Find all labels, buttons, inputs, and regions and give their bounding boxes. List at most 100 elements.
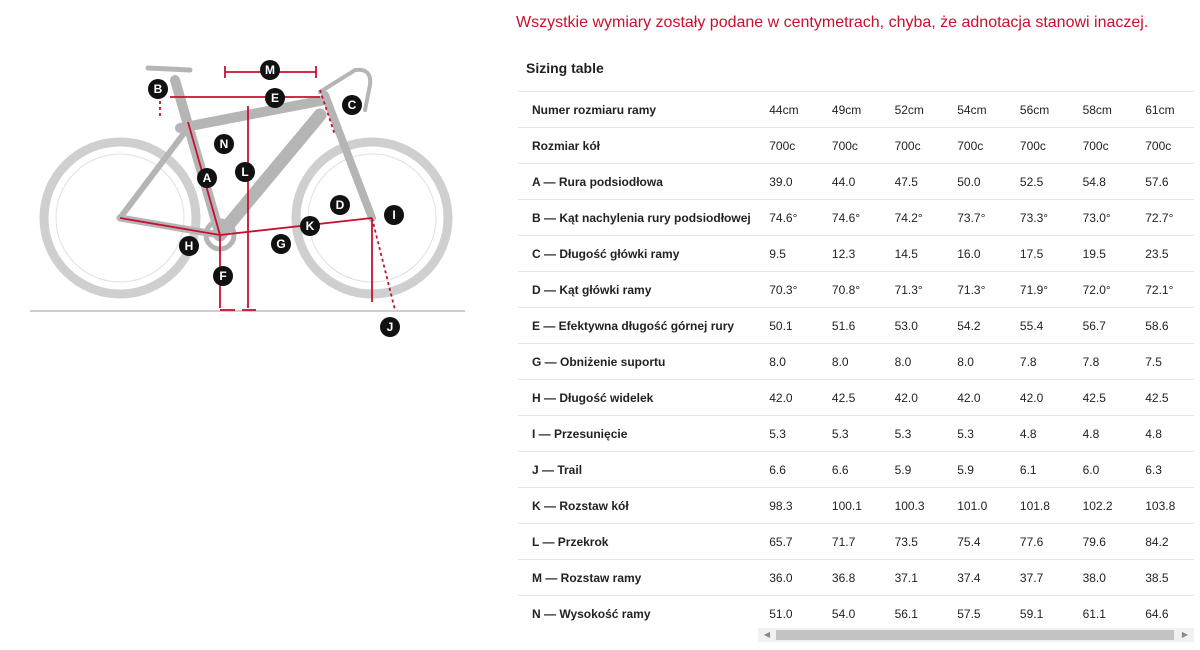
table-cell: 50.1 [769, 307, 832, 344]
table-cell: 5.9 [894, 451, 958, 488]
sizing-table-title: Sizing table [526, 60, 604, 76]
row-label: A — Rura podsiodłowa [518, 163, 770, 200]
table-row: Rozmiar kół 700c 700c 700c 700c 700c 700c 700c [518, 127, 1194, 164]
chevron-right-icon[interactable]: ▶ [1181, 630, 1189, 639]
table-cell: 6.1 [1019, 451, 1083, 488]
table-cell: 42.0 [1019, 379, 1083, 416]
svg-text:I: I [392, 208, 395, 222]
table-cell: 73.3° [1019, 199, 1083, 236]
table-cell: 38.5 [1145, 559, 1194, 596]
row-label: J — Trail [518, 451, 770, 488]
table-cell: 5.3 [957, 415, 1020, 452]
table-cell: 17.5 [1019, 235, 1083, 272]
table-cell: 700c [831, 127, 895, 164]
table-cell: 75.4 [957, 523, 1020, 560]
table-row: D — Kąt główki ramy 70.3° 70.8° 71.3° 71.3° 7… [518, 271, 1194, 308]
table-cell: 37.1 [894, 559, 958, 596]
sizing-table-container[interactable]: Numer rozmiaru ramy 44cm 49cm 52cm 54cm 56cm 5… [518, 91, 1194, 627]
table-cell: 73.0° [1082, 199, 1146, 236]
row-label: G — Obniżenie suportu [518, 343, 770, 380]
svg-text:B: B [154, 82, 163, 96]
table-row: E — Efektywna długość górnej rury 50.1 51.… [518, 307, 1194, 344]
label-marker-j: J [380, 317, 400, 337]
svg-text:G: G [276, 237, 285, 251]
table-row: G — Obniżenie suportu 8.0 8.0 8.0 8.0 7.8 7.8 7… [518, 343, 1194, 380]
table-cell: 72.1° [1145, 271, 1194, 308]
svg-text:F: F [219, 269, 226, 283]
bike-diagram-svg: M B E C N L A D I K H G F J [30, 60, 465, 337]
table-cell: 9.5 [769, 235, 832, 272]
svg-text:E: E [271, 91, 279, 105]
svg-text:K: K [306, 219, 315, 233]
table-cell: 50.0 [957, 163, 1020, 200]
chevron-left-icon[interactable]: ◀ [763, 630, 771, 639]
table-cell: 51.6 [831, 307, 895, 344]
table-cell: 42.5 [831, 379, 895, 416]
label-marker-m: M [260, 60, 280, 80]
table-cell: 59.1 [1019, 595, 1083, 627]
table-row: M — Rozstaw ramy 36.0 36.8 37.1 37.4 37.7 38.0… [518, 559, 1194, 596]
svg-text:M: M [265, 63, 275, 77]
table-cell: 14.5 [894, 235, 958, 272]
row-label: H — Długość widelek [518, 379, 770, 416]
table-cell: 51.0 [769, 595, 832, 627]
table-cell: 8.0 [957, 343, 1020, 380]
table-cell: 5.3 [894, 415, 958, 452]
horizontal-scrollbar[interactable]: ◀ ▶ [758, 628, 1194, 642]
svg-text:C: C [348, 98, 357, 112]
table-cell: 71.3° [957, 271, 1020, 308]
table-cell: 61cm [1145, 91, 1194, 128]
table-cell: 74.2° [894, 199, 958, 236]
table-row: B — Kąt nachylenia rury podsiodłowej 74.6… [518, 199, 1194, 236]
table-cell: 77.6 [1019, 523, 1083, 560]
table-cell: 58.6 [1145, 307, 1194, 344]
table-cell: 700c [894, 127, 958, 164]
table-cell: 8.0 [894, 343, 958, 380]
row-label: E — Efektywna długość górnej rury [518, 307, 770, 344]
table-row: I — Przesunięcie 5.3 5.3 5.3 5.3 4.8 4.8 4.8 [518, 415, 1194, 452]
table-cell: 49cm [831, 91, 895, 128]
table-cell: 6.0 [1082, 451, 1146, 488]
table-cell: 6.6 [769, 451, 832, 488]
table-cell: 8.0 [831, 343, 895, 380]
table-cell: 7.5 [1145, 343, 1194, 380]
table-cell: 19.5 [1082, 235, 1146, 272]
table-row: H — Długość widelek 42.0 42.5 42.0 42.0 42.0 4… [518, 379, 1194, 416]
table-cell: 71.9° [1019, 271, 1083, 308]
table-row: K — Rozstaw kół 98.3 100.1 100.3 101.0 101.8 1… [518, 487, 1194, 524]
table-cell: 52cm [894, 91, 958, 128]
table-cell: 56.1 [894, 595, 958, 627]
table-cell: 57.5 [957, 595, 1020, 627]
table-cell: 101.0 [957, 487, 1020, 524]
table-cell: 42.5 [1082, 379, 1146, 416]
rear-wheel-icon [39, 137, 201, 299]
table-cell: 23.5 [1145, 235, 1194, 272]
label-marker-e: E [265, 88, 285, 108]
label-marker-g: G [271, 234, 291, 254]
table-cell: 71.3° [894, 271, 958, 308]
table-cell: 700c [1082, 127, 1146, 164]
table-cell: 54.8 [1082, 163, 1146, 200]
table-cell: 55.4 [1019, 307, 1083, 344]
bike-geometry-diagram: M B E C N L A D I K H G F J [20, 40, 480, 350]
table-cell: 700c [1145, 127, 1194, 164]
table-cell: 5.9 [957, 451, 1020, 488]
table-cell: 700c [957, 127, 1020, 164]
table-cell: 70.3° [769, 271, 832, 308]
table-cell: 72.0° [1082, 271, 1146, 308]
label-marker-c: C [342, 95, 362, 115]
sizing-table: Numer rozmiaru ramy 44cm 49cm 52cm 54cm 56cm 5… [518, 91, 1194, 627]
table-cell: 70.8° [831, 271, 895, 308]
label-marker-k: K [300, 216, 320, 236]
table-cell: 5.3 [831, 415, 895, 452]
measurement-notice: Wszystkie wymiary zostały podane w centy… [516, 14, 1149, 31]
svg-text:J: J [387, 320, 394, 334]
table-cell: 700c [769, 127, 832, 164]
table-cell: 54.2 [957, 307, 1020, 344]
row-label: D — Kąt główki ramy [518, 271, 770, 308]
table-cell: 39.0 [769, 163, 832, 200]
scrollbar-thumb[interactable] [776, 630, 1174, 640]
table-cell: 74.6° [769, 199, 832, 236]
table-cell: 42.5 [1145, 379, 1194, 416]
table-cell: 44cm [769, 91, 832, 128]
